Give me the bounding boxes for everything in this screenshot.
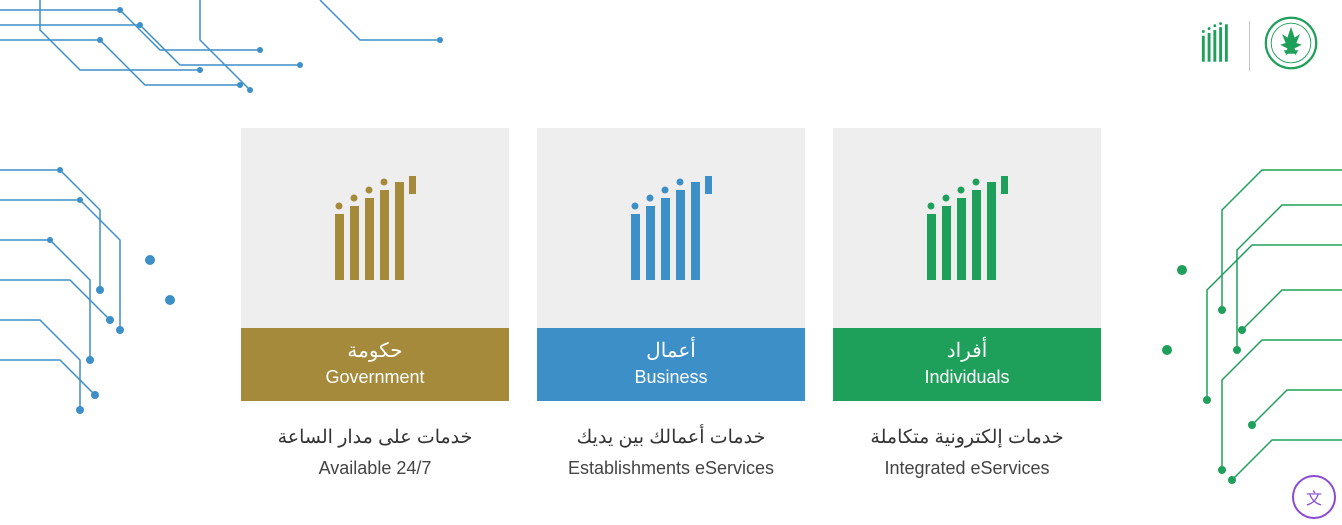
service-cards: حكومة Government خدمات على مدار الساعة A…	[241, 128, 1101, 482]
card-business-desc-en: Establishments eServices	[568, 454, 774, 483]
circuit-decor-left	[0, 150, 220, 430]
card-individuals-desc-en: Integrated eServices	[870, 454, 1063, 483]
absher-logo-government-icon	[325, 168, 425, 288]
card-government-desc: خدمات على مدار الساعة Available 24/7	[278, 423, 473, 482]
absher-logo-individuals-icon	[917, 168, 1017, 288]
card-individuals-desc-ar: خدمات إلكترونية متكاملة	[870, 423, 1063, 453]
card-government-desc-ar: خدمات على مدار الساعة	[278, 423, 473, 453]
card-business-label: أعمال Business	[537, 328, 805, 401]
card-government[interactable]: حكومة Government خدمات على مدار الساعة A…	[241, 128, 509, 482]
card-business-title-ar: أعمال	[537, 338, 805, 365]
translate-fab[interactable]: 文	[1292, 475, 1336, 519]
card-government-logo-area	[241, 128, 509, 328]
absher-logo-business-icon	[621, 168, 721, 288]
header-logos	[1199, 16, 1318, 75]
card-business-logo-area	[537, 128, 805, 328]
card-business[interactable]: أعمال Business خدمات أعمالك بين يديك Est…	[537, 128, 805, 482]
circuit-decor-top-left	[0, 0, 460, 120]
card-individuals[interactable]: أفراد Individuals خدمات إلكترونية متكامل…	[833, 128, 1101, 482]
card-business-desc: خدمات أعمالك بين يديك Establishments eSe…	[568, 423, 774, 482]
circuit-decor-right	[1112, 150, 1342, 520]
card-individuals-title-ar: أفراد	[833, 338, 1101, 365]
saudi-emblem-icon	[1264, 16, 1318, 75]
card-government-title-ar: حكومة	[241, 338, 509, 365]
card-government-desc-en: Available 24/7	[278, 454, 473, 483]
absher-logo-icon	[1199, 20, 1235, 71]
card-individuals-logo-area	[833, 128, 1101, 328]
card-government-label: حكومة Government	[241, 328, 509, 401]
translate-icon: 文	[1306, 485, 1322, 509]
card-individuals-desc: خدمات إلكترونية متكاملة Integrated eServ…	[870, 423, 1063, 482]
card-business-desc-ar: خدمات أعمالك بين يديك	[568, 423, 774, 453]
card-individuals-label: أفراد Individuals	[833, 328, 1101, 401]
card-business-title-en: Business	[537, 365, 805, 389]
card-individuals-title-en: Individuals	[833, 365, 1101, 389]
logo-divider	[1249, 21, 1250, 71]
card-government-title-en: Government	[241, 365, 509, 389]
